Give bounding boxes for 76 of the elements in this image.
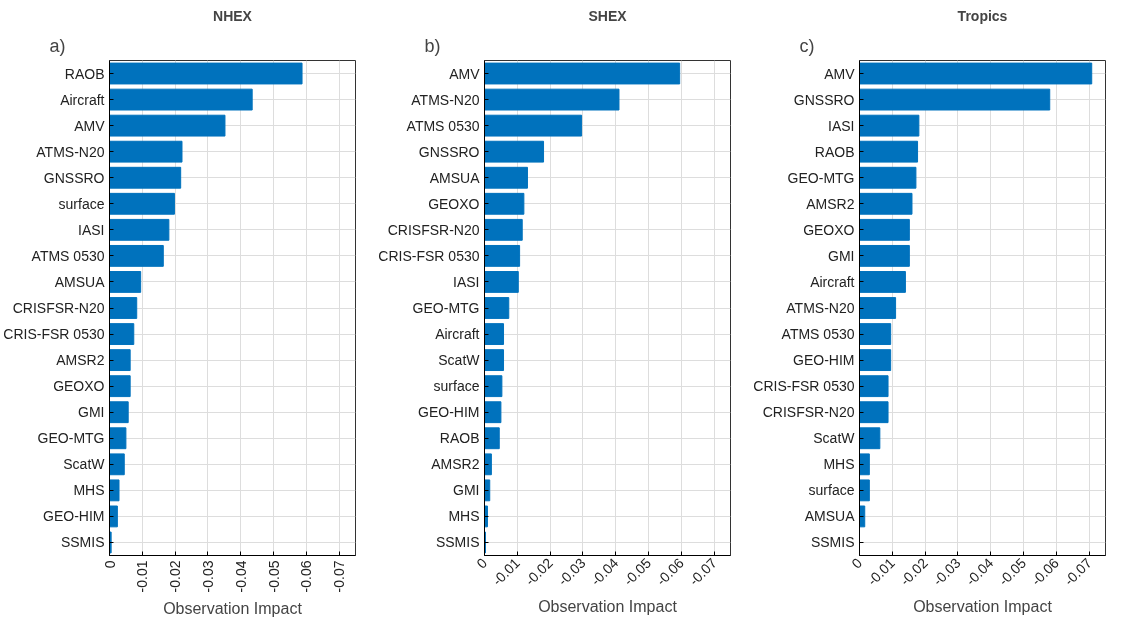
y-tick-label: AMSR2 (806, 195, 855, 212)
y-tick-label: SSMIS (435, 534, 480, 551)
y-tick-label: CRIS-FSR 0530 (3, 326, 105, 343)
x-tick-label: -0.01 (134, 560, 151, 593)
y-tick-label: ATMS 0530 (781, 326, 855, 343)
y-tick-label: SSMIS (60, 534, 105, 551)
y-tick-label: MHS (73, 482, 105, 499)
x-tick-label: -0.07 (331, 560, 348, 593)
y-tick-label: GNSSRO (418, 143, 480, 160)
y-tick-label: RAOB (439, 430, 480, 447)
y-tick-label: ATMS 0530 (406, 117, 480, 134)
chart-title: SHEX (588, 7, 628, 24)
y-tick-label: GEOXO (53, 378, 105, 395)
y-tick-label: CRISFSR-N20 (762, 404, 855, 421)
y-tick-label: AMSR2 (431, 456, 480, 473)
x-tick-label: 0 (101, 560, 118, 569)
y-tick-label: IASI (453, 273, 480, 290)
x-tick-label: 0 (473, 554, 491, 572)
y-tick-label: SSMIS (810, 534, 855, 551)
x-tick-label: -0.06 (298, 560, 315, 593)
y-tick-label: AMSUA (804, 508, 856, 525)
y-tick-label: GEO-MTG (37, 430, 105, 447)
x-tick-label: -0.04 (232, 560, 249, 593)
y-tick-label: GEO-MTG (787, 169, 855, 186)
y-tick-label: MHS (823, 456, 855, 473)
y-tick-label: AMSUA (429, 169, 481, 186)
x-axis-title: Observation Impact (163, 600, 303, 618)
x-tick-label: -0.03 (199, 560, 216, 593)
y-tick-label: Aircraft (810, 273, 855, 290)
y-tick-label: ScatW (438, 352, 481, 369)
y-tick-label: IASI (828, 117, 855, 134)
y-tick-label: AMSUA (54, 273, 106, 290)
x-tick-label: -0.02 (167, 560, 184, 593)
chart-title: NHEX (213, 7, 253, 24)
y-tick-label: ATMS-N20 (786, 300, 855, 316)
y-tick-label: GNSSRO (43, 169, 105, 186)
y-tick-label: Aircraft (60, 91, 105, 108)
y-tick-label: GMI (78, 404, 105, 421)
y-tick-label: surface (433, 378, 480, 395)
x-axis-title: Observation Impact (538, 598, 678, 616)
y-tick-label: CRIS-FSR 0530 (378, 247, 480, 264)
chart-title: Tropics (957, 7, 1008, 24)
y-tick-label: GEO-HIM (43, 508, 105, 525)
y-tick-label: Aircraft (435, 326, 480, 343)
y-tick-label: GEOXO (428, 195, 480, 212)
y-tick-label: GEOXO (803, 221, 855, 238)
y-tick-label: AMV (74, 117, 106, 134)
x-axis-title: Observation Impact (913, 598, 1053, 616)
y-tick-label: AMV (449, 65, 481, 82)
y-tick-label: IASI (78, 221, 105, 238)
y-tick-label: GEO-MTG (412, 300, 480, 316)
y-tick-label: ATMS 0530 (31, 247, 105, 264)
x-tick-label: 0 (848, 554, 866, 572)
y-tick-label: surface (808, 482, 855, 499)
y-tick-label: GEO-HIM (793, 352, 855, 369)
y-tick-label: AMV (824, 65, 856, 82)
y-tick-label: CRISFSR-N20 (12, 300, 105, 316)
y-tick-label: GEO-HIM (418, 404, 480, 421)
y-tick-label: GNSSRO (793, 91, 855, 108)
y-tick-label: RAOB (64, 65, 105, 82)
y-tick-label: GMI (828, 247, 855, 264)
y-tick-label: AMSR2 (56, 352, 105, 369)
y-tick-label: CRISFSR-N20 (387, 221, 480, 238)
y-tick-label: ATMS-N20 (411, 91, 480, 108)
y-tick-label: ScatW (813, 430, 856, 447)
x-tick-label: -0.05 (265, 560, 282, 593)
y-tick-label: surface (58, 195, 105, 212)
text: b) (424, 35, 441, 56)
y-tick-label: ATMS-N20 (36, 143, 105, 160)
y-tick-label: GMI (453, 482, 480, 499)
text: c) (799, 35, 815, 56)
y-tick-label: MHS (448, 508, 480, 525)
y-tick-label: RAOB (814, 143, 855, 160)
y-tick-label: ScatW (63, 456, 106, 473)
text: a) (49, 35, 66, 56)
y-tick-label: CRIS-FSR 0530 (753, 378, 855, 395)
